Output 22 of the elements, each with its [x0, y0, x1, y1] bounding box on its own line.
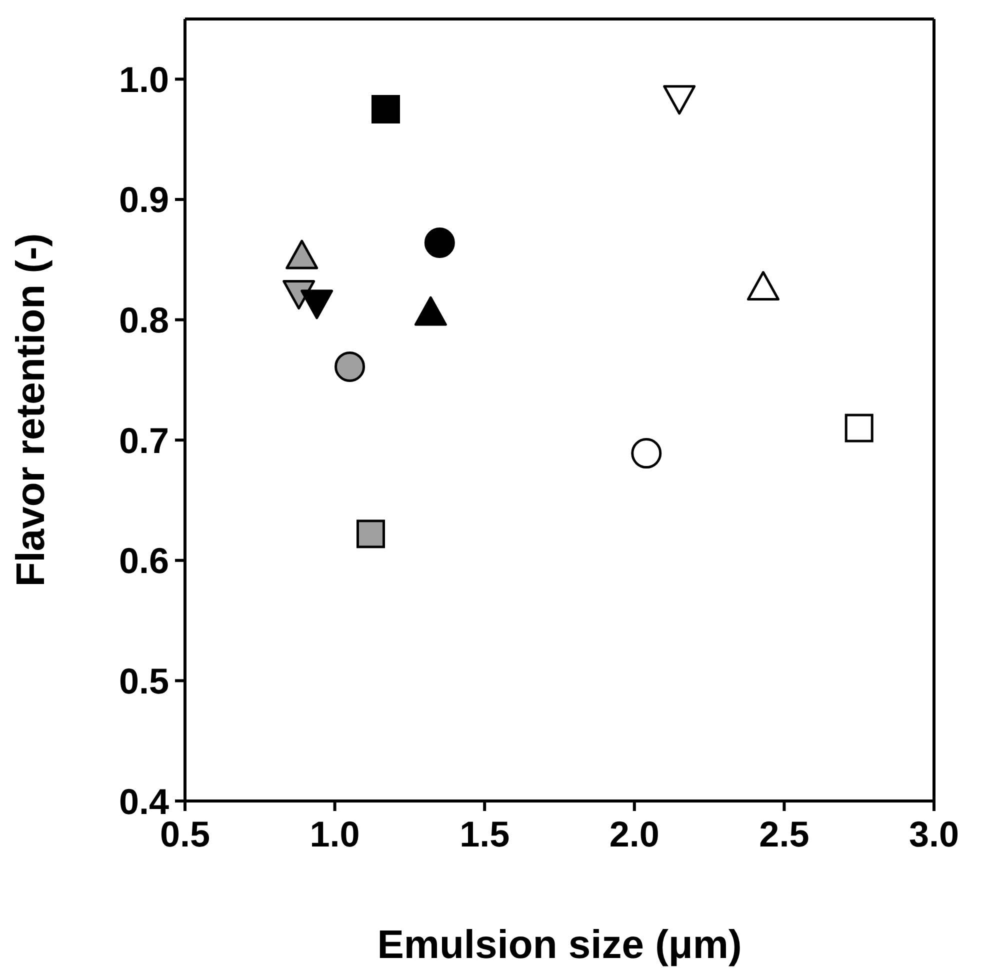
y-tick-label: 1.0: [118, 58, 169, 100]
x-tick-label: 3.0: [908, 814, 960, 855]
point: [286, 240, 318, 270]
point: [631, 438, 662, 469]
point: [414, 296, 447, 326]
x-axis-title: Emulsion size (μm): [377, 923, 742, 967]
y-tick-label: 0.5: [118, 660, 169, 702]
y-tick-label: 0.8: [118, 300, 169, 341]
point: [746, 271, 780, 301]
point: [844, 414, 874, 442]
x-tick-label: 2.5: [759, 814, 810, 855]
x-tick-label: 1.5: [460, 814, 510, 855]
x-tick-label: 1.0: [310, 814, 360, 855]
y-tick-label: 0.9: [118, 179, 169, 220]
y-tick-label: 0.6: [118, 540, 169, 582]
point: [356, 520, 385, 548]
point: [424, 228, 455, 258]
point: [371, 94, 400, 124]
x-tick-label: 2.0: [609, 814, 660, 855]
y-axis-title: Flavor retention (-): [9, 233, 54, 587]
y-tick-label: 0.7: [118, 420, 169, 461]
point: [334, 351, 366, 382]
